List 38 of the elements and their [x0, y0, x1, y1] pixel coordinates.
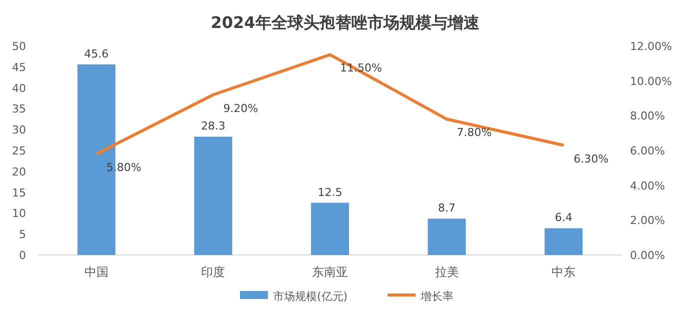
x-tick-label: 印度 [201, 265, 226, 279]
chart-title: 2024年全球头孢替唑市场规模与增速 [210, 13, 480, 32]
y2-tick-label: 10.00% [630, 74, 672, 88]
data-label: 8.7 [438, 202, 456, 215]
y2-tick-label: 6.00% [630, 144, 665, 158]
bar [194, 136, 232, 255]
y-tick-label: 25 [12, 144, 26, 158]
data-label: 6.30% [574, 152, 609, 166]
data-label: 28.3 [200, 120, 226, 133]
legend-label: 增长率 [420, 290, 454, 303]
x-tick-label: 中国 [84, 265, 108, 279]
bar [428, 218, 466, 255]
bar [311, 202, 349, 255]
x-tick-label: 拉美 [434, 265, 459, 279]
y2-tick-label: 12.00% [630, 40, 672, 53]
y-tick-label: 10 [12, 207, 26, 220]
data-label: 7.80% [456, 126, 492, 140]
data-label: 12.5 [318, 186, 342, 199]
data-label: 9.20% [223, 102, 258, 115]
bar [544, 228, 583, 255]
y-tick-label: 20 [12, 165, 26, 178]
y-tick-label: 45 [12, 60, 26, 74]
y-tick-label: 40 [12, 82, 26, 95]
data-label: 45.6 [84, 47, 109, 60]
data-label: 6.4 [554, 211, 572, 224]
y-tick-label: 0 [19, 249, 26, 262]
x-tick-label: 中东 [552, 265, 576, 279]
y-tick-label: 35 [12, 102, 26, 116]
y-tick-label: 15 [12, 186, 26, 200]
y-tick-label: 30 [12, 124, 26, 137]
y2-tick-label: 2.00% [630, 214, 665, 228]
y2-tick-label: 8.00% [630, 110, 665, 123]
y2-tick-label: 0.00% [630, 249, 665, 262]
y-tick-label: 5 [19, 228, 26, 242]
y2-tick-label: 4.00% [630, 179, 665, 192]
y-tick-label: 50 [12, 40, 26, 53]
legend-label: 市场规模(亿元) [273, 290, 348, 303]
x-tick-label: 东南亚 [312, 265, 348, 279]
